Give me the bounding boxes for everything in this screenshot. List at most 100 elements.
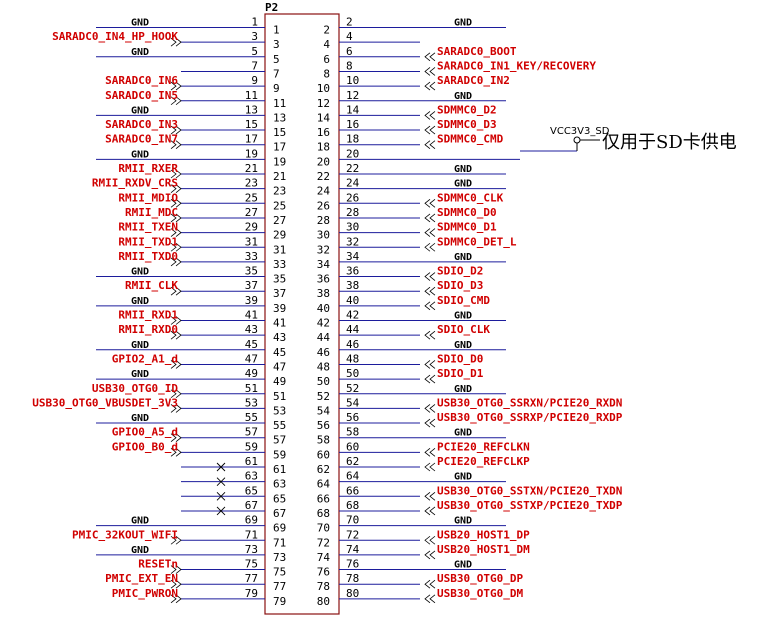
- left-gnd-label: GND: [131, 149, 149, 160]
- connector-inner-pin-number: 65: [273, 492, 286, 505]
- connector-inner-pin-number: 16: [317, 126, 330, 139]
- left-net-label: PMIC_PWRON: [112, 587, 178, 600]
- right-pin-number: 44: [346, 323, 360, 336]
- left-pin-number: 5: [251, 45, 258, 58]
- left-pin-number: 35: [245, 265, 258, 278]
- connector-inner-pin-number: 11: [273, 97, 286, 110]
- right-net-label: USB30_OTG0_SSRXN/PCIE20_RXDN: [437, 396, 622, 409]
- right-gnd-label: GND: [454, 340, 472, 351]
- connector-inner-pin-number: 44: [317, 331, 331, 344]
- left-net-port-icon: [170, 242, 182, 252]
- left-net-port-icon: [170, 360, 182, 369]
- connector-inner-pin-number: 72: [317, 536, 330, 549]
- right-net-label: SDIO_D2: [437, 265, 483, 278]
- left-net-port-icon: [170, 286, 182, 296]
- right-net-port-icon: [424, 140, 436, 150]
- connector-inner-pin-number: 62: [317, 463, 330, 476]
- left-pin-number: 69: [245, 514, 258, 527]
- connector-inner-pin-number: 3: [273, 38, 280, 51]
- left-pin-number: 23: [245, 177, 258, 190]
- right-net-label: USB20_HOST1_DP: [437, 528, 530, 541]
- left-pin-number: 77: [245, 572, 258, 585]
- right-pin-number: 6: [346, 45, 353, 58]
- connector-inner-pin-number: 56: [317, 419, 330, 432]
- connector-inner-pin-number: 18: [317, 141, 330, 154]
- connector-inner-pin-number: 47: [273, 360, 286, 373]
- left-pin-number: 15: [245, 118, 258, 131]
- right-pin-number: 46: [346, 338, 359, 351]
- left-net-port-icon: [170, 228, 182, 237]
- right-net-label: SDMMC0_DET_L: [437, 235, 517, 248]
- left-net-label: SARADC0_IN5: [105, 89, 178, 102]
- left-net-label: RMII_MDIO: [118, 191, 178, 204]
- connector-inner-pin-number: 39: [273, 302, 286, 315]
- connector-inner-pin-number: 21: [273, 170, 286, 183]
- connector-inner-pin-number: 70: [317, 522, 330, 535]
- connector-inner-pin-number: 9: [273, 82, 280, 95]
- left-pin-number: 53: [245, 396, 258, 409]
- connector-inner-pin-number: 55: [273, 419, 286, 432]
- left-net-label: GPIO0_B0_d: [112, 440, 178, 453]
- connector-inner-pin-number: 71: [273, 536, 286, 549]
- no-connect-icon: [216, 491, 226, 501]
- right-pin-number: 78: [346, 572, 359, 585]
- left-pin-number: 43: [245, 323, 258, 336]
- left-gnd-label: GND: [131, 413, 149, 424]
- left-net-label: PMIC_32KOUT_WIFI: [72, 528, 178, 541]
- right-net-label: SDMMC0_D3: [437, 118, 497, 131]
- right-pin-number: 2: [346, 16, 353, 29]
- left-net-port-icon: [170, 594, 182, 604]
- right-net-label: SDMMC0_D1: [437, 221, 497, 234]
- connector-inner-pin-number: 80: [317, 595, 330, 608]
- right-net-port-icon: [424, 491, 436, 501]
- right-net-label: SDIO_D1: [437, 367, 484, 380]
- connector-inner-pin-number: 60: [317, 448, 330, 461]
- left-pin-number: 29: [245, 221, 258, 234]
- right-net-port-icon: [424, 111, 436, 120]
- right-net-label: SARADC0_BOOT: [437, 45, 517, 58]
- right-pin-number: 40: [346, 294, 359, 307]
- right-pin-number: 24: [346, 177, 360, 190]
- connector-inner-pin-number: 58: [317, 434, 330, 447]
- right-net-label: SDMMC0_D2: [437, 103, 497, 116]
- right-pin-number: 48: [346, 352, 359, 365]
- left-pin-number: 55: [245, 411, 258, 424]
- right-gnd-label: GND: [454, 252, 472, 263]
- right-pin-number: 12: [346, 89, 359, 102]
- right-net-port-icon: [424, 462, 436, 472]
- left-net-port-icon: [170, 433, 182, 443]
- left-pin-number: 47: [245, 352, 258, 365]
- right-net-label: SARADC0_IN1_KEY/RECOVERY: [437, 59, 596, 72]
- left-net-label: RMII_TXD0: [118, 250, 178, 263]
- right-net-label: USB30_OTG0_SSTXP/PCIE20_TXDP: [437, 499, 623, 512]
- right-pin-number: 32: [346, 235, 359, 248]
- left-net-label: GPIO0_A5_d: [112, 426, 178, 439]
- right-net-port-icon: [424, 535, 436, 545]
- connector-inner-pin-number: 79: [273, 595, 286, 608]
- left-net-port-icon: [170, 535, 182, 545]
- left-net-port-icon: [170, 316, 182, 325]
- connector-inner-pin-number: 64: [317, 478, 331, 491]
- connector-inner-pin-number: 38: [317, 287, 330, 300]
- right-gnd-label: GND: [454, 428, 472, 439]
- left-net-port-icon: [170, 565, 182, 574]
- left-net-label: SARADC0_IN7: [105, 133, 178, 146]
- left-net-port-icon: [170, 448, 182, 457]
- left-net-label: SARADC0_IN6: [105, 74, 178, 87]
- right-net-port-icon: [424, 52, 436, 62]
- right-net-port-icon: [424, 418, 436, 428]
- right-net-label: SARADC0_IN2: [437, 74, 510, 87]
- connector-inner-pin-number: 8: [323, 67, 330, 80]
- left-pin-number: 61: [245, 455, 258, 468]
- right-net-label: USB30_OTG0_DP: [437, 572, 523, 585]
- connector-inner-pin-number: 78: [317, 580, 330, 593]
- connector-inner-pin-number: 5: [273, 53, 280, 66]
- right-net-port-icon: [424, 67, 436, 76]
- right-gnd-label: GND: [454, 164, 472, 175]
- left-gnd-label: GND: [131, 267, 149, 278]
- right-pin-number: 22: [346, 162, 359, 175]
- left-pin-number: 17: [245, 133, 258, 146]
- right-pin-number: 16: [346, 118, 359, 131]
- left-pin-number: 49: [245, 367, 258, 380]
- right-net-port-icon: [424, 286, 436, 296]
